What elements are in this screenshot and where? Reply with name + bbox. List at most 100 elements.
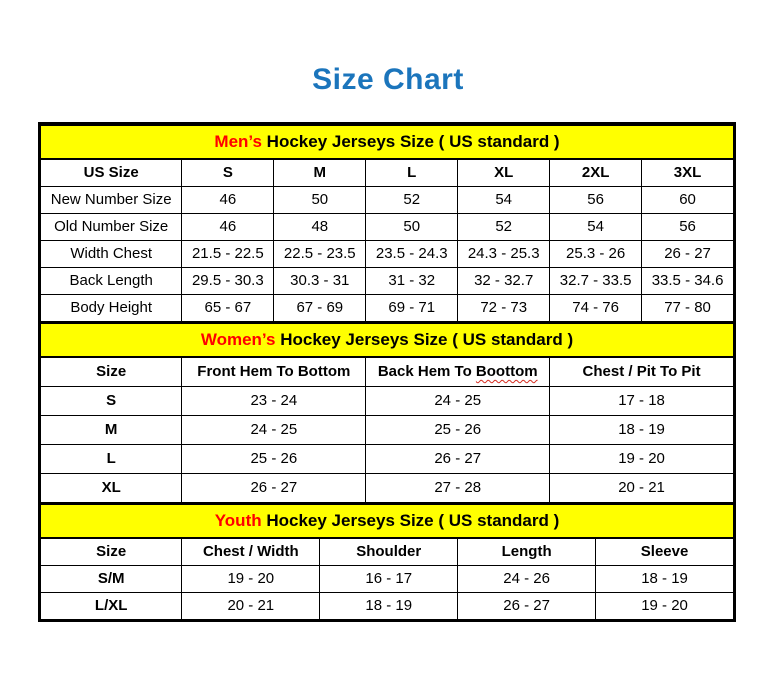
womens-header-row: Size Front Hem To Bottom Back Hem To Boo… [39, 356, 734, 387]
youth-banner-highlight: Youth [214, 511, 262, 531]
value-cell: 50 [365, 213, 459, 241]
column-header: Length [457, 537, 597, 566]
table-row: S 23 - 24 24 - 25 17 - 18 [39, 386, 734, 416]
value-cell: 23.5 - 24.3 [365, 240, 459, 268]
value-cell: 69 - 71 [365, 294, 459, 322]
row-label: Back Length [39, 267, 183, 295]
row-label: XL [39, 473, 183, 503]
value-cell: 30.3 - 31 [273, 267, 367, 295]
mens-size-table: Men’s Hockey Jerseys Size ( US standard … [39, 124, 734, 322]
value-cell: 20 - 21 [181, 592, 321, 620]
value-cell: 32 - 32.7 [457, 267, 551, 295]
table-row: Width Chest 21.5 - 22.5 22.5 - 23.5 23.5… [39, 240, 734, 268]
column-header: US Size [39, 158, 183, 187]
value-cell: 67 - 69 [273, 294, 367, 322]
value-cell: 46 [181, 186, 275, 214]
value-cell: 20 - 21 [549, 473, 734, 503]
column-header: M [273, 158, 367, 187]
column-header: 3XL [641, 158, 734, 187]
table-row: L 25 - 26 26 - 27 19 - 20 [39, 444, 734, 474]
column-header: Sleeve [595, 537, 734, 566]
value-cell: 31 - 32 [365, 267, 459, 295]
value-cell: 22.5 - 23.5 [273, 240, 367, 268]
table-row: New Number Size 46 50 52 54 56 60 [39, 186, 734, 214]
womens-banner-row: Women’s Hockey Jerseys Size ( US standar… [40, 322, 734, 358]
table-row: S/M 19 - 20 16 - 17 24 - 26 18 - 19 [39, 565, 734, 593]
table-row: Old Number Size 46 48 50 52 54 56 [39, 213, 734, 241]
row-label: L [39, 444, 183, 474]
value-cell: 52 [457, 213, 551, 241]
value-cell: 25 - 26 [181, 444, 367, 474]
value-cell: 26 - 27 [641, 240, 734, 268]
column-header: Size [39, 537, 183, 566]
value-cell: 18 - 19 [595, 565, 734, 593]
mens-banner: Men’s Hockey Jerseys Size ( US standard … [40, 124, 734, 160]
value-cell: 16 - 17 [319, 565, 459, 593]
value-cell: 54 [549, 213, 643, 241]
column-header: Front Hem To Bottom [181, 356, 367, 387]
column-header: Chest / Width [181, 537, 321, 566]
column-header: Size [39, 356, 183, 387]
value-cell: 26 - 27 [181, 473, 367, 503]
back-hem-header-text: Back Hem To [377, 363, 476, 381]
youth-size-table: Youth Hockey Jerseys Size ( US standard … [39, 503, 734, 620]
table-row: M 24 - 25 25 - 26 18 - 19 [39, 415, 734, 445]
youth-banner: Youth Hockey Jerseys Size ( US standard … [40, 503, 734, 539]
value-cell: 18 - 19 [549, 415, 734, 445]
table-row: Body Height 65 - 67 67 - 69 69 - 71 72 -… [39, 294, 734, 322]
value-cell: 33.5 - 34.6 [641, 267, 734, 295]
value-cell: 46 [181, 213, 275, 241]
value-cell: 18 - 19 [319, 592, 459, 620]
value-cell: 24 - 25 [365, 386, 551, 416]
table-row: L/XL 20 - 21 18 - 19 26 - 27 19 - 20 [39, 592, 734, 620]
value-cell: 24.3 - 25.3 [457, 240, 551, 268]
value-cell: 56 [641, 213, 734, 241]
value-cell: 54 [457, 186, 551, 214]
value-cell: 19 - 20 [595, 592, 734, 620]
row-label: New Number Size [39, 186, 183, 214]
value-cell: 21.5 - 22.5 [181, 240, 275, 268]
table-row: XL 26 - 27 27 - 28 20 - 21 [39, 473, 734, 503]
value-cell: 23 - 24 [181, 386, 367, 416]
value-cell: 25 - 26 [365, 415, 551, 445]
row-label: L/XL [39, 592, 183, 620]
column-header: 2XL [549, 158, 643, 187]
value-cell: 60 [641, 186, 734, 214]
column-header: L [365, 158, 459, 187]
column-header: Chest / Pit To Pit [549, 356, 734, 387]
value-cell: 32.7 - 33.5 [549, 267, 643, 295]
value-cell: 24 - 25 [181, 415, 367, 445]
womens-banner-title: Hockey Jerseys Size ( US standard ) [275, 330, 574, 350]
column-header: Back Hem To Boottom [365, 356, 551, 387]
page-title: Size Chart [312, 63, 464, 96]
value-cell: 19 - 20 [181, 565, 321, 593]
value-cell: 48 [273, 213, 367, 241]
value-cell: 74 - 76 [549, 294, 643, 322]
value-cell: 65 - 67 [181, 294, 275, 322]
womens-banner-highlight: Women’s [200, 330, 276, 350]
mens-banner-highlight: Men’s [214, 132, 262, 152]
column-header: Shoulder [319, 537, 459, 566]
value-cell: 17 - 18 [549, 386, 734, 416]
row-label: S/M [39, 565, 183, 593]
column-header: XL [457, 158, 551, 187]
column-header: S [181, 158, 275, 187]
row-label: M [39, 415, 183, 445]
row-label: Body Height [39, 294, 183, 322]
mens-banner-row: Men’s Hockey Jerseys Size ( US standard … [40, 124, 734, 160]
youth-banner-title: Hockey Jerseys Size ( US standard ) [261, 511, 560, 531]
value-cell: 26 - 27 [457, 592, 597, 620]
mens-header-row: US Size S M L XL 2XL 3XL [39, 158, 734, 187]
value-cell: 56 [549, 186, 643, 214]
value-cell: 27 - 28 [365, 473, 551, 503]
table-row: Back Length 29.5 - 30.3 30.3 - 31 31 - 3… [39, 267, 734, 295]
row-label: Old Number Size [39, 213, 183, 241]
value-cell: 77 - 80 [641, 294, 734, 322]
value-cell: 52 [365, 186, 459, 214]
value-cell: 29.5 - 30.3 [181, 267, 275, 295]
value-cell: 72 - 73 [457, 294, 551, 322]
misspelled-word-spellcheck: Boottom [475, 363, 538, 381]
size-chart-table: Men’s Hockey Jerseys Size ( US standard … [38, 122, 736, 622]
row-label: Width Chest [39, 240, 183, 268]
